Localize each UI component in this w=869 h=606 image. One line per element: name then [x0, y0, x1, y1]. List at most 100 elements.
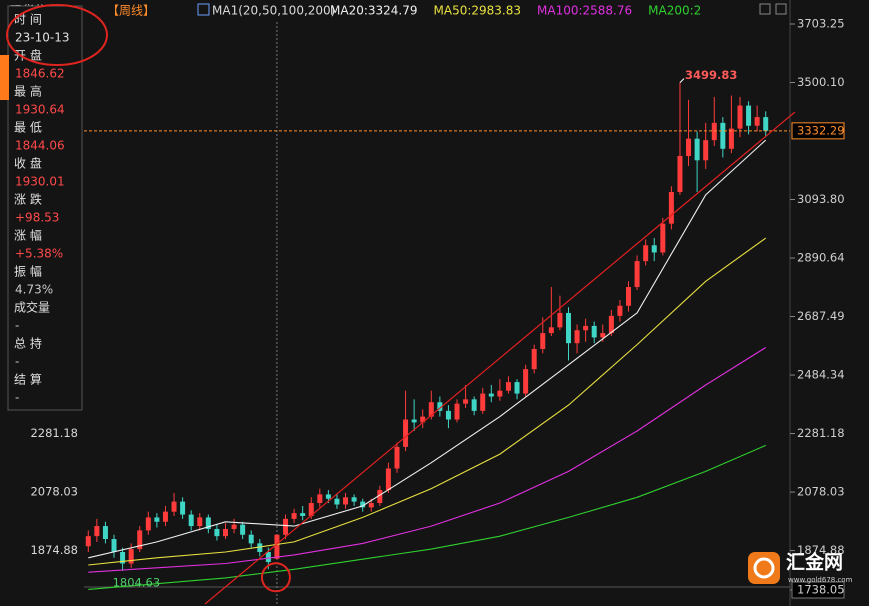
candle-body: [214, 528, 220, 537]
candle-body: [754, 117, 760, 126]
candle-body: [257, 543, 263, 552]
candle-body: [283, 518, 289, 535]
info-label: 涨 幅: [14, 228, 42, 243]
y-tick-label: 2890.64: [797, 251, 845, 265]
candle-body: [102, 526, 108, 540]
side-tab[interactable]: [0, 55, 9, 100]
candle-body: [668, 191, 674, 224]
candle-body: [548, 327, 554, 334]
candle-body: [591, 325, 597, 338]
candle-body: [531, 348, 537, 370]
candle-body: [626, 287, 632, 306]
candle-body: [557, 312, 563, 328]
candle-body: [651, 245, 657, 253]
candle-body: [737, 105, 743, 129]
highlight-circle: [6, 4, 108, 66]
high-label: 3499.83: [685, 68, 737, 82]
info-value: 1846.62: [15, 67, 65, 81]
y-tick-label: 2078.03: [797, 485, 845, 499]
close-button[interactable]: [775, 3, 787, 15]
info-value: 1930.01: [15, 175, 65, 189]
candle-body: [317, 494, 323, 504]
info-label: 涨 跌: [14, 192, 42, 207]
candle-body: [205, 517, 211, 529]
legend-entry: MA50:2983.83: [434, 4, 522, 18]
candle-body: [351, 497, 357, 502]
candle-body: [600, 333, 606, 338]
info-value: -: [15, 319, 19, 333]
candle-body: [137, 530, 143, 550]
price-axis: 3703.25 3500.10 3093.80 2890.64 2687.49 2484.…: [790, 17, 845, 599]
candle-body: [240, 524, 246, 535]
logo-mark: [753, 557, 775, 579]
y-tick-label-left: 1874.88: [30, 543, 78, 557]
candle-body: [343, 497, 349, 505]
candle-body: [120, 551, 126, 564]
candle-body: [608, 315, 614, 334]
candle-body: [514, 382, 520, 394]
candle-body: [128, 549, 134, 564]
info-panel: 时 间 23-10-13 开 盘 1846.62 最 高 1930.64 最 低 1844.0…: [0, 5, 83, 411]
candle-body: [728, 128, 734, 149]
info-value: +5.38%: [15, 247, 63, 261]
candle-body: [377, 490, 383, 504]
candle-body: [360, 501, 366, 508]
candle-body: [480, 393, 486, 411]
y-tick-box: [791, 581, 845, 599]
candle-body: [463, 399, 469, 404]
candle-body: [154, 517, 160, 522]
info-label: 总 持: [14, 336, 42, 351]
candle-body: [300, 513, 306, 516]
candle-body: [411, 419, 417, 423]
candle-body: [394, 446, 400, 469]
legend-entry: MA100:2588.76: [537, 4, 632, 18]
logo-icon: [748, 552, 780, 584]
legend-entry: MA200:2: [648, 4, 701, 18]
candle-body: [248, 534, 254, 544]
y-tick-label: 2281.18: [797, 426, 845, 440]
y-tick-label: 1874.88: [797, 543, 845, 557]
info-label: 振 幅: [14, 264, 42, 279]
candle-body: [334, 498, 340, 505]
info-label: 结 算: [14, 372, 42, 387]
info-value: 23-10-13: [15, 31, 69, 45]
y-tick-label: 3703.25: [797, 17, 845, 31]
y-tick-label-left: 2078.03: [30, 485, 78, 499]
candle-body: [231, 524, 237, 529]
candle-body: [703, 140, 709, 161]
candle-body: [565, 312, 571, 344]
logo: 汇金网 www.gold678.com: [748, 551, 853, 584]
info-value: 1844.06: [15, 139, 65, 153]
candle-body: [746, 105, 752, 126]
candle-body: [634, 261, 640, 288]
candle-body: [540, 333, 546, 349]
candle-body: [445, 410, 451, 420]
high-marker: [679, 78, 685, 83]
candle-body: [763, 117, 769, 131]
low-label: 1804.63: [113, 575, 161, 589]
candle-body: [325, 494, 331, 499]
candle-body: [505, 382, 511, 391]
info-label: 收 盘: [14, 156, 42, 171]
ma-line: [88, 139, 767, 559]
ma-line: [88, 347, 766, 573]
y-tick-label-left: 2281.18: [30, 426, 78, 440]
candle-body: [720, 122, 726, 149]
candle-body: [265, 551, 271, 563]
y-tick-label: 3093.80: [797, 192, 845, 206]
candle-body: [488, 393, 494, 397]
plot: 2281.18 2078.03 1874.88 3499.83 1804.63: [30, 22, 790, 606]
candle-body: [222, 528, 228, 537]
settings-button[interactable]: [759, 3, 771, 15]
info-label: 最 高: [14, 84, 42, 99]
info-label: 最 低: [14, 121, 42, 135]
candle-body: [420, 416, 426, 423]
y-tick-label: 3500.10: [797, 75, 845, 89]
candle-body: [274, 534, 280, 559]
y-tick-label: 1738.05: [797, 583, 845, 597]
candle-body: [471, 399, 477, 411]
legend-entry: MA20:3324.79: [330, 4, 418, 18]
ma-line: [88, 444, 766, 590]
